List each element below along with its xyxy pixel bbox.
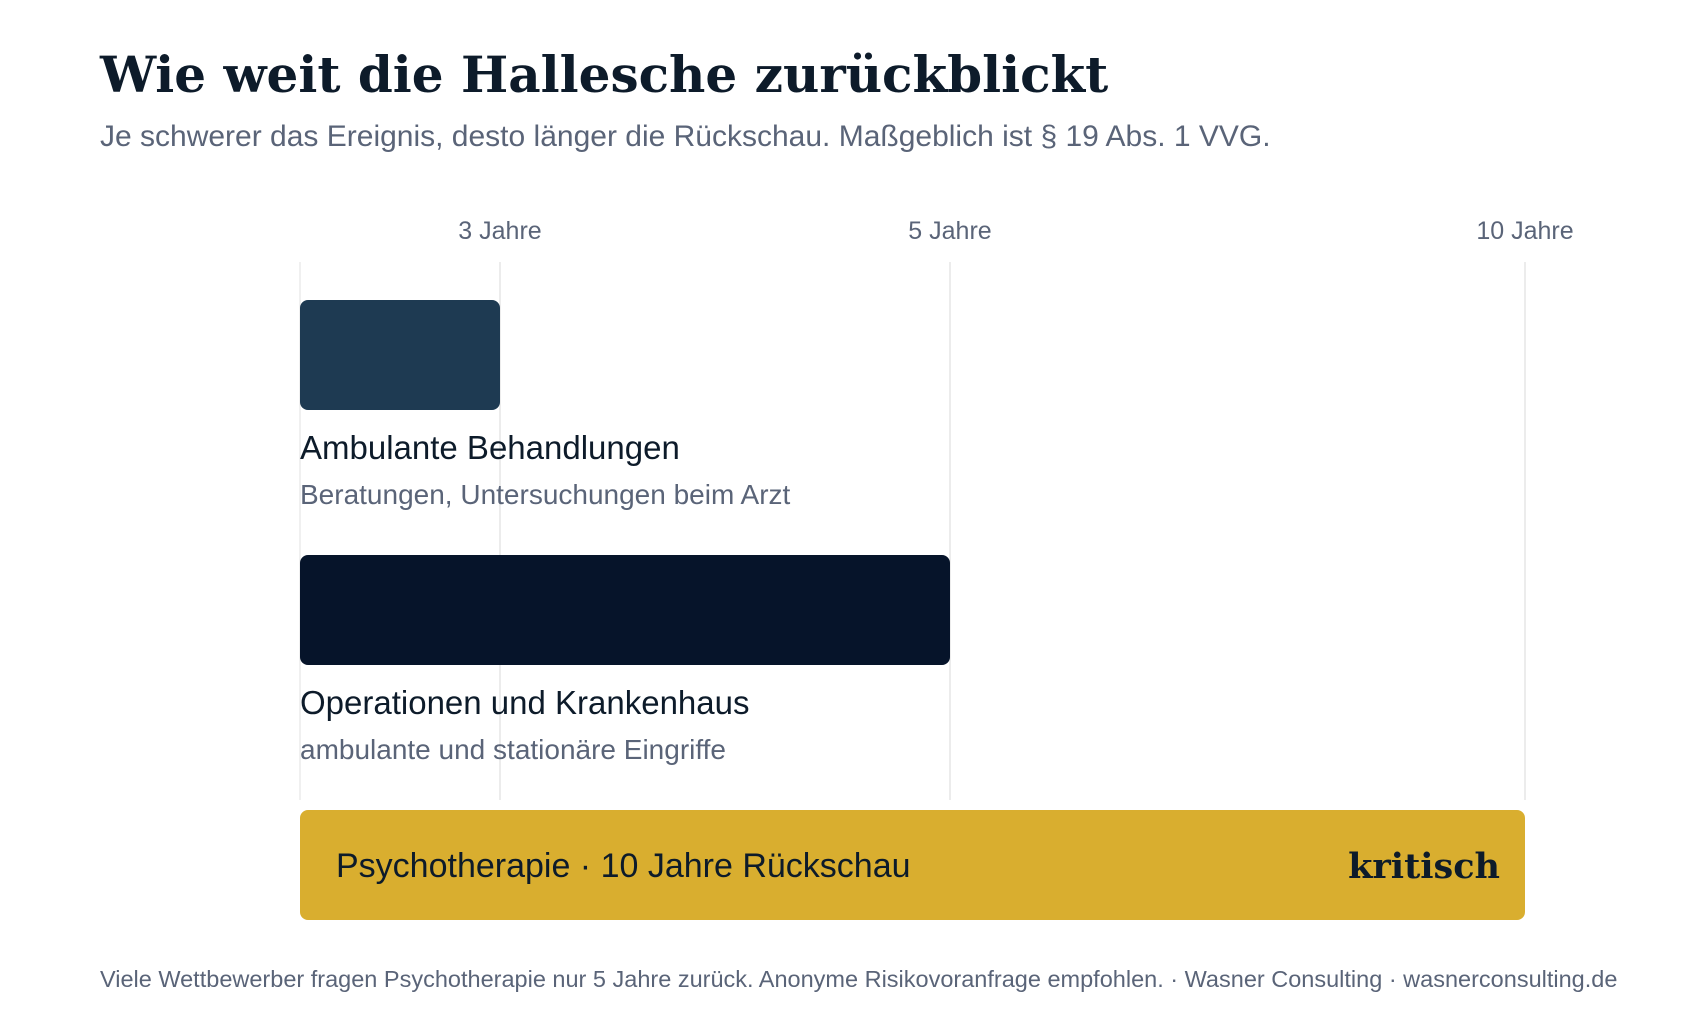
bar-label: Operationen und Krankenhaus	[300, 684, 750, 721]
highlight-badge: kritisch	[1348, 846, 1500, 887]
tick-label: 10 Jahre	[1476, 217, 1573, 245]
bar-sublabel: Beratungen, Untersuchungen beim Arzt	[300, 479, 791, 510]
highlight-bar	[300, 810, 1525, 920]
page-title: Wie weit die Hallesche zurückblickt	[100, 45, 1109, 104]
bar	[300, 555, 950, 665]
highlight-label: Psychotherapie · 10 Jahre Rückschau	[336, 847, 911, 885]
page-subtitle: Je schwerer das Ereignis, desto länger d…	[100, 120, 1271, 153]
footer-note: Viele Wettbewerber fragen Psychotherapie…	[100, 966, 1618, 992]
bar	[300, 300, 500, 410]
bar-label: Ambulante Behandlungen	[300, 429, 680, 466]
lookback-chart: 3 Jahre 5 Jahre 10 Jahre Ambulante Behandlu…	[299, 217, 1574, 920]
tick-label: 5 Jahre	[908, 217, 991, 245]
bar-sublabel: ambulante und stationäre Eingriffe	[300, 734, 726, 765]
tick-label: 3 Jahre	[458, 217, 541, 245]
